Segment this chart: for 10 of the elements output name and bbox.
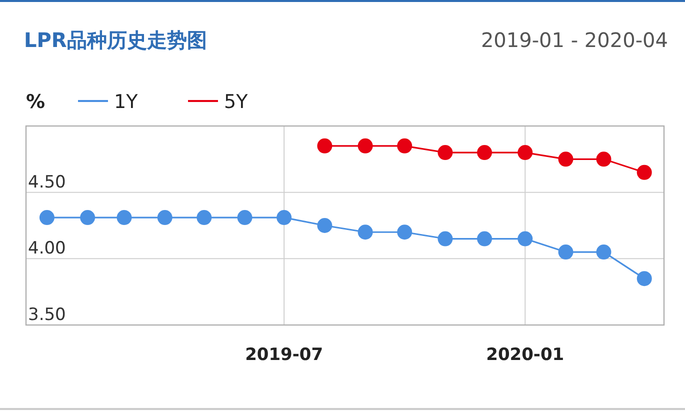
legend-label: 5Y: [224, 91, 248, 113]
chart-title: LPR品种历史走势图: [24, 28, 207, 52]
y-tick-label: 4.00: [28, 238, 66, 259]
y-tick-label: 4.50: [28, 172, 66, 192]
y-axis-title: %: [26, 91, 46, 113]
legend-label: 1Y: [114, 91, 138, 113]
x-tick-label: 2020-01: [486, 345, 564, 365]
y-tick-label: 3.50: [28, 305, 66, 325]
x-tick-label: 2019-07: [245, 345, 324, 365]
chart-subtitle: 2019-01 - 2020-04: [480, 28, 668, 52]
